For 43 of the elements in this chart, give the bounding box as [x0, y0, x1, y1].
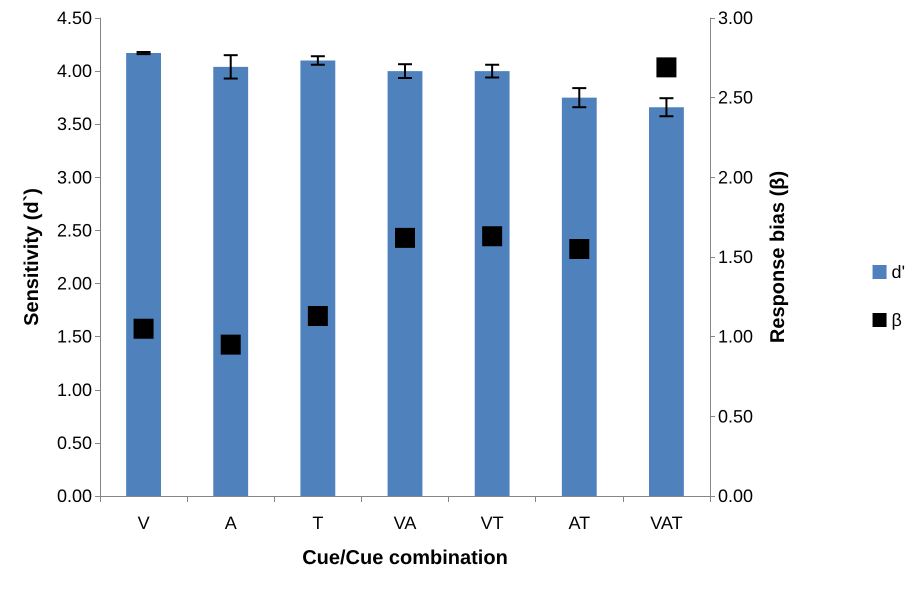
point [308, 306, 328, 326]
bar [649, 107, 684, 496]
y2-tick-label: 0.00 [718, 486, 754, 506]
bar [562, 98, 597, 496]
bar [126, 53, 161, 496]
y-tick-label: 4.00 [56, 61, 92, 82]
y2-tick-label: 2.50 [718, 88, 754, 108]
legend-label: d' [892, 262, 906, 282]
y-tick-label: 2.50 [56, 220, 92, 240]
x-axis-title: Cue/Cue combination [302, 547, 508, 569]
y-axis-title: Sensitivity (d`) [21, 188, 43, 326]
y-tick-label: 2.00 [56, 274, 92, 294]
y-tick-label: 3.50 [56, 114, 92, 134]
y2-tick-label: 1.00 [718, 326, 754, 347]
x-tick-label: VAT [650, 513, 683, 533]
x-tick-label: T [312, 513, 324, 533]
y2-tick-label: 0.50 [718, 406, 754, 426]
bar [213, 66, 248, 496]
bar [388, 71, 422, 496]
y-tick-label: 4.50 [56, 8, 92, 28]
y-tick-label: 1.50 [56, 326, 92, 347]
x-tick-label: VT [480, 513, 504, 533]
bar [474, 71, 510, 496]
point [656, 57, 676, 78]
y-tick-label: 0.00 [56, 486, 92, 506]
y-tick-label: 3.00 [56, 167, 92, 188]
y2-tick-label: 1.50 [718, 247, 754, 267]
x-tick-label: AT [568, 513, 590, 533]
point [220, 334, 241, 355]
point [395, 228, 415, 248]
bar [300, 60, 336, 496]
y2-tick-label: 2.00 [718, 167, 754, 188]
y2-axis-title: Response bias (β) [767, 170, 789, 344]
point [482, 226, 502, 246]
x-tick-label: VA [394, 513, 416, 533]
point [569, 239, 590, 260]
y-tick-label: 0.50 [56, 432, 92, 453]
x-tick-label: V [138, 513, 150, 533]
y2-tick-label: 3.00 [718, 8, 754, 28]
y-tick-label: 1.00 [56, 380, 92, 400]
x-tick-label: A [224, 513, 237, 533]
point [134, 318, 154, 339]
legend-label: β [892, 310, 902, 330]
